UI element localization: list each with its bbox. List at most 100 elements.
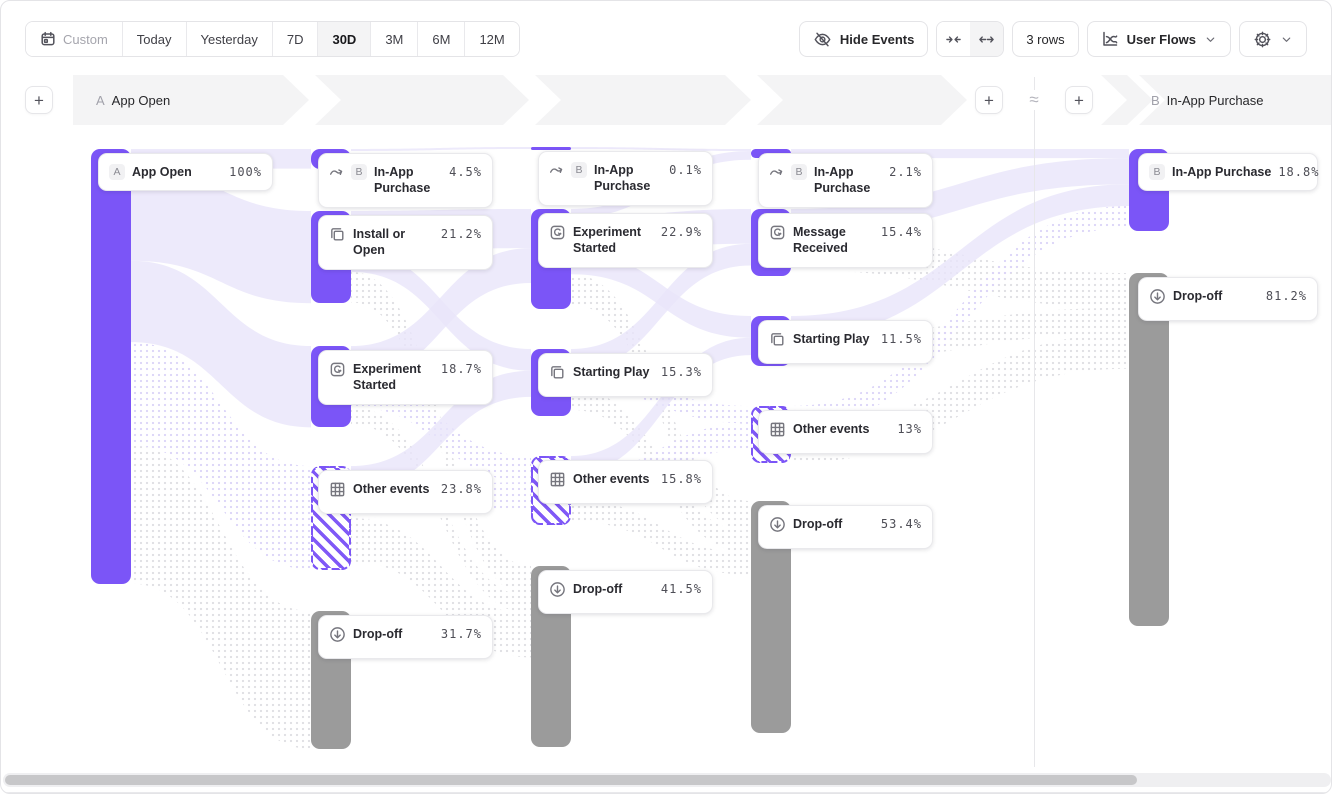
- event-card-other-events[interactable]: Other events 15.8%: [538, 460, 713, 504]
- end-event-label: B In-App Purchase: [1151, 75, 1264, 125]
- flow-section-divider: [1034, 77, 1035, 767]
- end-event-badge: B: [1151, 92, 1160, 108]
- hide-events-label: Hide Events: [839, 31, 915, 47]
- event-card-in-app-purchase[interactable]: B In-App Purchase 0.1%: [538, 151, 713, 206]
- event-card-in-app-purchase[interactable]: B In-App Purchase 2.1%: [758, 153, 933, 208]
- event-value: 15.8%: [660, 472, 702, 486]
- flow-ribbon: [571, 499, 751, 575]
- chevron-down-icon: [1280, 33, 1293, 46]
- event-badge: B: [571, 162, 587, 178]
- event-card-drop-off[interactable]: Drop-off 41.5%: [538, 570, 713, 614]
- event-value: 15.3%: [660, 365, 702, 379]
- event-label: Starting Play: [573, 365, 650, 379]
- horizontal-scrollbar-thumb[interactable]: [5, 775, 1137, 785]
- event-label: Experiment Started: [573, 225, 642, 256]
- date-range-custom[interactable]: Custom: [26, 22, 123, 56]
- event-card-starting-play[interactable]: Starting Play 11.5%: [758, 320, 933, 364]
- event-value: 15.4%: [880, 225, 922, 239]
- event-badge: B: [791, 164, 807, 180]
- event-card-install-or-open[interactable]: Install or Open 21.2%: [318, 215, 493, 270]
- date-range-12m[interactable]: 12M: [465, 22, 519, 56]
- event-value: 2.1%: [889, 165, 922, 179]
- horizontal-scrollbar: [1, 771, 1331, 789]
- date-range-7d[interactable]: 7D: [272, 22, 319, 56]
- end-path-step[interactable]: [1139, 75, 1331, 125]
- chevron-down-icon: [1204, 33, 1217, 46]
- date-range-label: Custom: [63, 31, 108, 47]
- date-range-3m[interactable]: 3M: [371, 22, 419, 56]
- start-event-badge: A: [96, 92, 105, 108]
- event-badge: A: [109, 164, 125, 180]
- settings-button[interactable]: [1239, 21, 1307, 57]
- event-value: 4.5%: [449, 165, 482, 179]
- path-step-1[interactable]: [73, 75, 309, 125]
- event-card-other-events[interactable]: Other events 23.8%: [318, 470, 493, 514]
- collapse-columns-button[interactable]: [937, 22, 971, 56]
- event-card-experiment-started[interactable]: Experiment Started 18.7%: [318, 350, 493, 405]
- date-range-yesterday[interactable]: Yesterday: [186, 22, 273, 56]
- experiment-icon: [769, 224, 786, 246]
- path-step-2[interactable]: [315, 75, 529, 125]
- hide-events-button[interactable]: Hide Events: [798, 21, 929, 57]
- pageview-icon: [549, 364, 566, 386]
- grid-icon: [769, 421, 786, 443]
- event-value: 100%: [229, 165, 262, 179]
- start-event-label: A App Open: [96, 75, 170, 125]
- event-label: Starting Play: [793, 332, 870, 346]
- event-label: In-App Purchase: [594, 163, 651, 194]
- flow-ribbon: [131, 260, 311, 428]
- event-label: Install or Open: [353, 227, 406, 258]
- date-range-today[interactable]: Today: [122, 22, 187, 56]
- rows-button[interactable]: 3 rows: [1012, 21, 1079, 57]
- jump-icon: [329, 164, 344, 184]
- event-label: Other events: [793, 422, 870, 436]
- path-step-4[interactable]: [757, 75, 967, 125]
- event-card-drop-off[interactable]: Drop-off 31.7%: [318, 615, 493, 659]
- date-range-30d[interactable]: 30D: [318, 22, 372, 56]
- path-header: A App Open B In-App Purchase + + + ≈: [1, 75, 1331, 125]
- event-value: 41.5%: [660, 582, 702, 596]
- event-card-drop-off[interactable]: Drop-off 81.2%: [1138, 277, 1318, 321]
- event-value: 0.1%: [669, 163, 702, 177]
- event-label: Drop-off: [353, 627, 403, 641]
- pageview-icon: [769, 331, 786, 353]
- pageview-icon: [329, 226, 346, 248]
- event-label: Experiment Started: [353, 362, 422, 393]
- flow-ribbon: [351, 147, 531, 151]
- add-step-end-button[interactable]: +: [1065, 86, 1093, 114]
- jump-icon: [549, 162, 564, 182]
- view-selector-label: User Flows: [1126, 31, 1196, 47]
- event-card-drop-off[interactable]: Drop-off 53.4%: [758, 505, 933, 549]
- event-value: 13%: [897, 422, 922, 436]
- sankey-bar-drop-off[interactable]: [1129, 273, 1169, 627]
- event-card-starting-play[interactable]: Starting Play 15.3%: [538, 353, 713, 397]
- event-card-experiment-started[interactable]: Experiment Started 22.9%: [538, 213, 713, 268]
- expand-columns-button[interactable]: [970, 22, 1004, 56]
- grid-icon: [329, 481, 346, 503]
- flow-ribbon: [131, 445, 311, 749]
- dropoff-icon: [1149, 288, 1166, 310]
- date-range-group: Custom Today Yesterday 7D 30D 3M 6M 12M: [25, 21, 520, 57]
- experiment-icon: [549, 224, 566, 246]
- event-value: 53.4%: [880, 517, 922, 531]
- sankey-bar-in-app-purchase[interactable]: [531, 147, 571, 150]
- event-value: 22.9%: [660, 225, 702, 239]
- event-label: Drop-off: [1173, 289, 1223, 303]
- event-card-other-events[interactable]: Other events 13%: [758, 410, 933, 454]
- start-event-name: App Open: [111, 92, 171, 108]
- toolbar: Custom Today Yesterday 7D 30D 3M 6M 12M …: [25, 21, 1307, 57]
- event-card-app-open[interactable]: A App Open 100%: [98, 153, 273, 192]
- event-card-message-received[interactable]: Message Received 15.4%: [758, 213, 933, 268]
- view-selector-button[interactable]: User Flows: [1086, 21, 1231, 57]
- add-step-middle-button[interactable]: +: [975, 86, 1003, 114]
- event-value: 81.2%: [1265, 289, 1307, 303]
- path-step-3[interactable]: [535, 75, 751, 125]
- grid-icon: [549, 471, 566, 493]
- event-card-in-app-purchase[interactable]: B In-App Purchase 4.5%: [318, 153, 493, 208]
- date-range-6m[interactable]: 6M: [418, 22, 466, 56]
- sankey-bar-app-open[interactable]: [91, 149, 131, 584]
- event-card-in-app-purchase[interactable]: B In-App Purchase 18.8%: [1138, 153, 1318, 192]
- event-badge: B: [1149, 164, 1165, 180]
- add-step-start-button[interactable]: +: [25, 86, 53, 114]
